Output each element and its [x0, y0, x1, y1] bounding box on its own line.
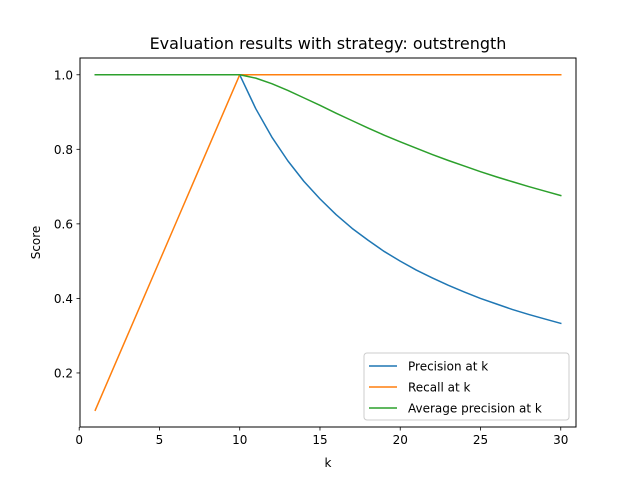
x-tick-label: 25 [473, 433, 488, 447]
legend-label-1: Precision at k [408, 360, 488, 374]
series-line-3 [94, 74, 562, 197]
x-axis-label: k [325, 456, 332, 470]
y-axis-label: Score [29, 226, 43, 260]
legend-label-2: Recall at k [408, 381, 470, 395]
y-tick-label: 0.2 [54, 366, 73, 380]
y-tick-label: 0.4 [54, 292, 73, 306]
x-tick-label: 0 [75, 433, 83, 447]
y-tick-label: 1.0 [54, 68, 73, 82]
plot-frame [79, 57, 577, 428]
legend-label-3: Average precision at k [408, 402, 542, 416]
y-tick-label: 0.8 [54, 143, 73, 157]
x-tick-label: 5 [156, 433, 164, 447]
x-tick-label: 15 [312, 433, 327, 447]
series-layer [94, 74, 562, 412]
legend: Precision at k Recall at k Average precisi… [363, 352, 570, 421]
series-line-2 [94, 74, 562, 412]
x-tick-label: 10 [232, 433, 247, 447]
ticks-layer: 0 5 10 15 20 25 30 0.2 0.4 0.6 0.8 1.0 [54, 68, 568, 447]
legend-box [363, 352, 570, 421]
x-tick-label: 30 [553, 433, 568, 447]
y-tick-label: 0.6 [54, 217, 73, 231]
chart-title: Evaluation results with strategy: outstr… [150, 34, 507, 53]
x-tick-label: 20 [393, 433, 408, 447]
